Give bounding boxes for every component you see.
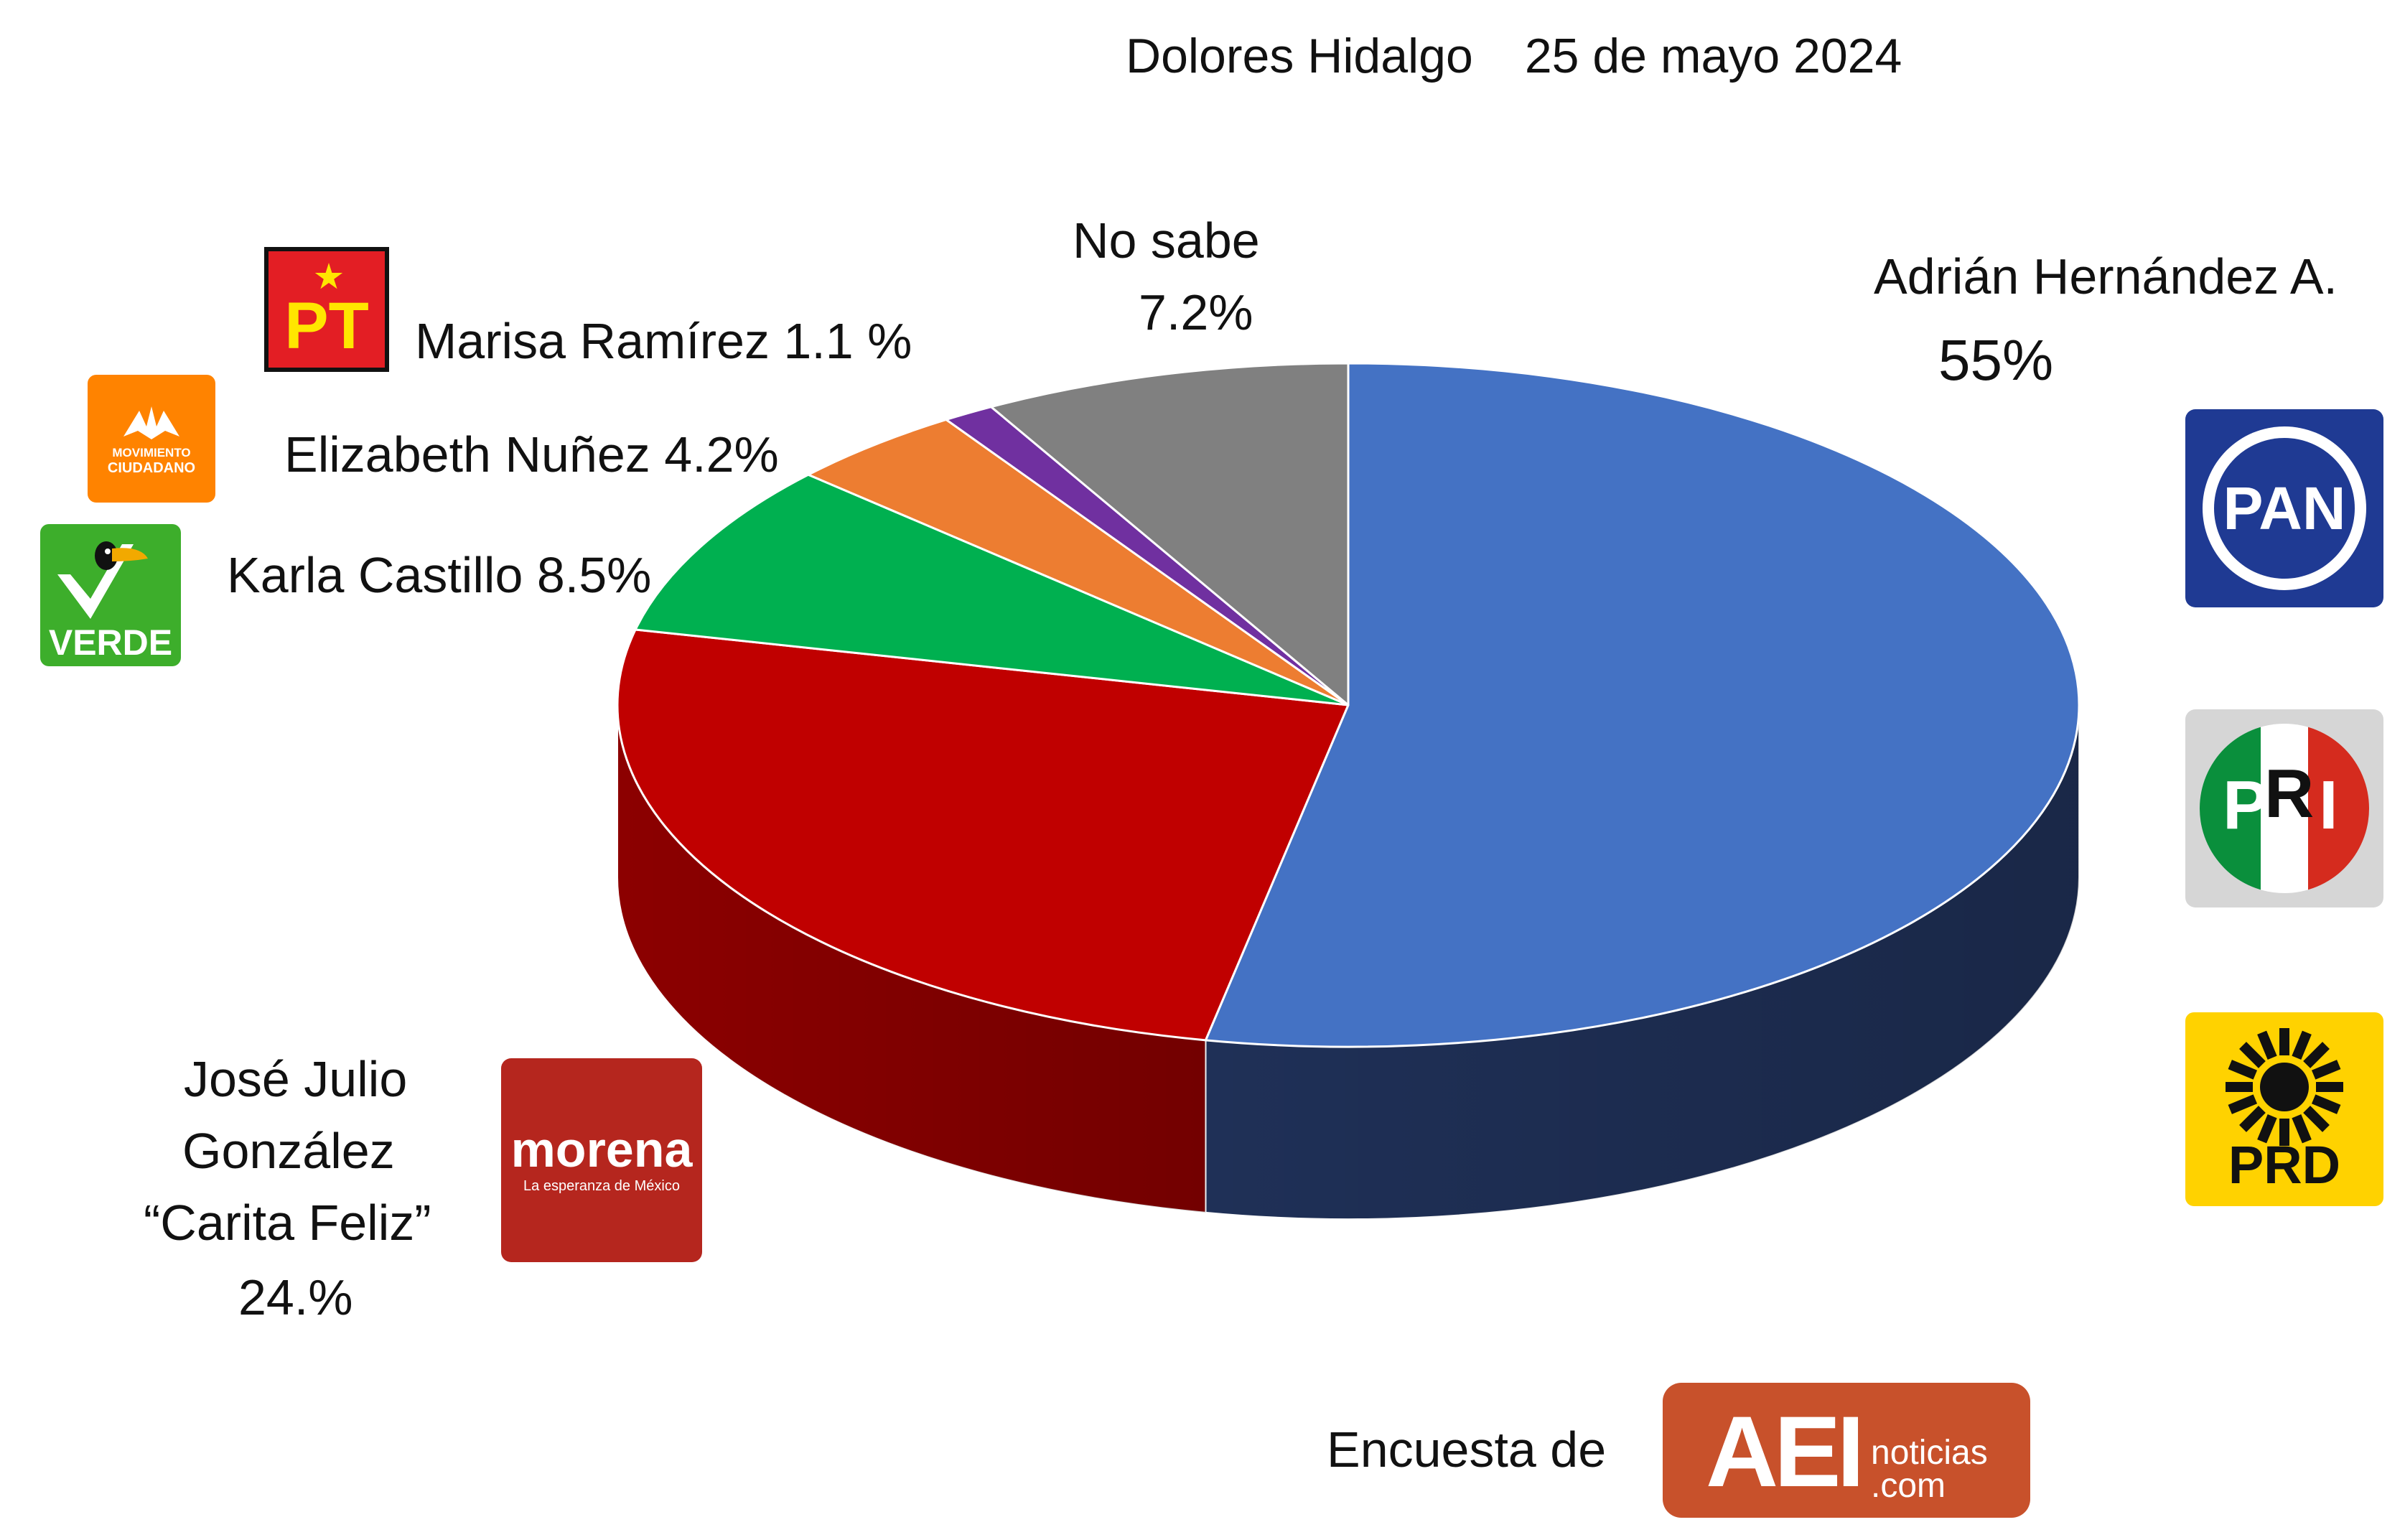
pt-star-icon [314, 263, 343, 289]
prd-logo-text: PRD [2228, 1135, 2341, 1195]
label-karla: Karla Castillo 8.5% [227, 547, 652, 603]
verde-logo-text: VERDE [48, 622, 173, 663]
movimiento-ciudadano-logo: MOVIMIENTO CIUDADANO [88, 375, 215, 503]
pie-side-shade-jose-julio [617, 705, 1206, 1213]
label-elizabeth: Elizabeth Nuñez 4.2% [284, 426, 779, 482]
pie-slice-adrian [1204, 362, 2081, 1048]
aei-logo-text: AEI [1706, 1395, 1864, 1508]
mc-logo-line2: CIUDADANO [107, 460, 196, 476]
pri-logo-letter-p: P [2223, 767, 2269, 844]
label-adrian-name: Adrián Hernández A. [1874, 248, 2338, 304]
aei-logo-noticias: noticias [1871, 1434, 1988, 1472]
pie-slice-karla [634, 473, 1350, 706]
label-jose-value: 24.% [238, 1269, 353, 1325]
pri-logo-letter-i: I [2319, 767, 2338, 844]
pie-slice-elizabeth [807, 418, 1350, 706]
label-marisa: Marisa Ramírez 1.1 % [415, 313, 912, 369]
pan-logo-text: PAN [2223, 475, 2346, 542]
morena-logo-text: morena [510, 1121, 693, 1177]
pri-logo-letter-r: R [2264, 755, 2315, 832]
aei-noticias-logo: AEI noticias .com [1663, 1383, 2030, 1518]
morena-logo-tagline: La esperanza de México [523, 1178, 680, 1194]
pri-logo-circle [2200, 724, 2369, 893]
pan-logo-inner [2214, 438, 2355, 579]
pri-logo: P R I [2185, 709, 2383, 907]
mc-logo-line1: MOVIMIENTO [112, 446, 191, 459]
morena-logo: morena La esperanza de México [501, 1058, 702, 1262]
label-jose-line3: “Carita Feliz” [144, 1195, 431, 1251]
pan-logo: PAN [2185, 409, 2383, 607]
label-no-sabe-name: No sabe [1073, 213, 1260, 269]
prd-logo: PRD [2185, 1012, 2383, 1206]
title-date: 25 de mayo 2024 [1524, 29, 1902, 83]
pie-top-faces [616, 362, 2081, 1048]
aei-logo-com: .com [1871, 1467, 1946, 1505]
verde-logo: VERDE [40, 524, 181, 666]
sun-icon [2226, 1028, 2343, 1146]
label-jose-line2: González [182, 1123, 395, 1179]
eagle-icon [123, 406, 179, 439]
toucan-icon [57, 541, 148, 619]
label-jose-line1: José Julio [184, 1051, 408, 1107]
pt-logo: PT [264, 247, 389, 372]
label-no-sabe-value: 7.2% [1139, 284, 1253, 340]
pie-slice-jose-julio [616, 628, 1350, 1042]
chart-title: Dolores Hidalgo 25 de mayo 2024 [1126, 32, 1902, 80]
footer-survey-by: Encuesta de [1327, 1422, 1607, 1478]
pie-slice-no-sabe [990, 362, 1350, 706]
label-adrian-value: 55% [1938, 328, 2054, 392]
pie-side-shade-adrian [1205, 705, 2079, 1219]
pt-logo-text: PT [284, 289, 369, 363]
title-place: Dolores Hidalgo [1126, 29, 1473, 83]
